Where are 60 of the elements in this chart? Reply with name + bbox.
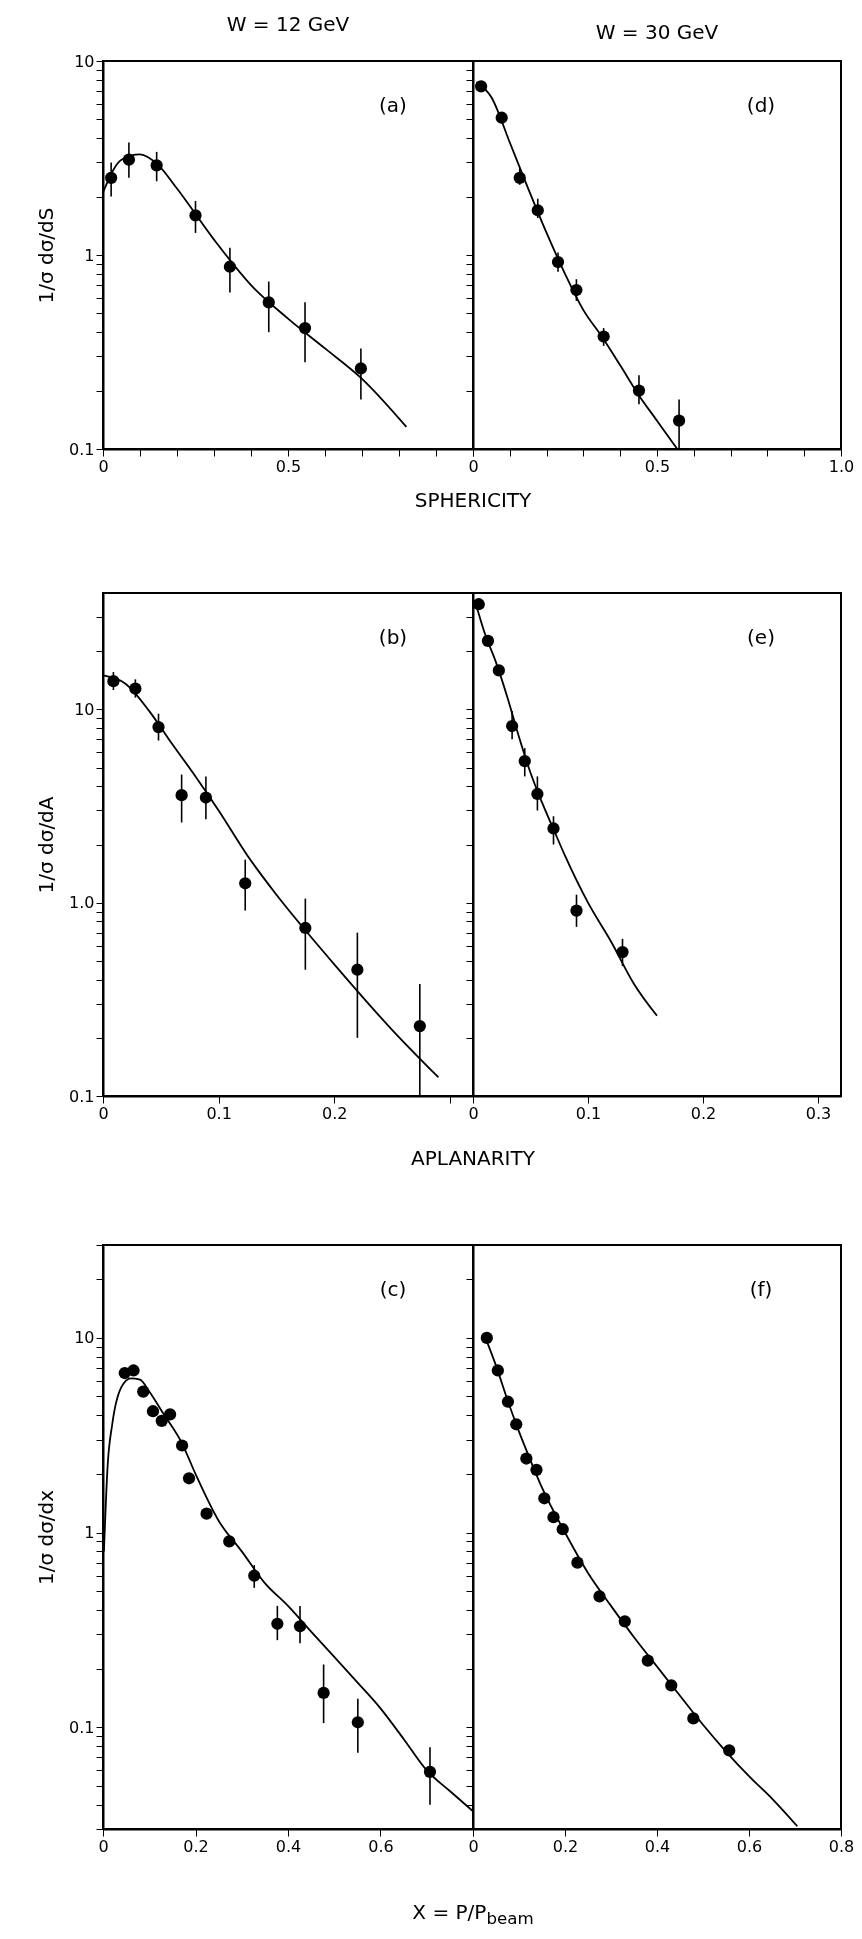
point (271, 1617, 284, 1630)
x-tick-label: 0.2 (183, 1836, 209, 1856)
chart-title: W = 12 GeV (226, 12, 350, 36)
y-tick-label: 0.1 (69, 1086, 95, 1106)
chart-title: W = 30 GeV (595, 19, 719, 44)
y-tick-label: 1 (84, 1523, 95, 1543)
x-tick-label: 0.5 (275, 456, 302, 476)
x-tick-label: 0.2 (322, 1103, 348, 1123)
x-tick-label: 0.1 (575, 1103, 602, 1123)
y-tick-label: 10 (74, 1328, 95, 1348)
x-tick-label: 0.3 (805, 1103, 832, 1123)
point (175, 789, 188, 802)
point (200, 1507, 213, 1520)
annotation: (a) (379, 93, 407, 117)
point (413, 1019, 426, 1033)
point (317, 1686, 330, 1700)
annotation: (b) (378, 625, 408, 649)
point (163, 1408, 177, 1421)
y-tick-label: 1 (84, 245, 95, 265)
point (146, 1405, 160, 1418)
x-tick-label: 0 (468, 1836, 479, 1856)
x-tick-label: 0.8 (828, 1836, 855, 1856)
x-axis-title: APLANARITY (411, 1146, 535, 1170)
x-tick-label: 0.4 (644, 1836, 671, 1856)
x-tick-label: 0.5 (644, 456, 671, 476)
x-tick-label: 0.1 (206, 1103, 232, 1123)
point (570, 904, 583, 917)
point (239, 877, 252, 890)
y-tick-label: 0.1 (69, 439, 95, 459)
y-tick-label: 10 (74, 51, 95, 71)
annotation: (f) (749, 1277, 773, 1301)
point (354, 362, 368, 375)
point (182, 1472, 196, 1485)
x-axis-title: X = P/P$_{beam}$ (412, 1900, 534, 1928)
x-tick-label: 1.0 (828, 456, 855, 476)
x-tick-label: 0.2 (552, 1836, 579, 1856)
x-tick-label: 0.4 (275, 1836, 302, 1856)
y-axis-title: 1/σ dσ/dx (34, 1489, 59, 1586)
x-axis-title: SPHERICITY (414, 488, 532, 512)
y-axis-title: 1/σ dσ/dS (34, 207, 59, 304)
point (672, 414, 686, 427)
x-tick-label: 0 (98, 1103, 109, 1123)
y-tick-label: 1.0 (69, 893, 95, 913)
x-tick-label: 0 (98, 456, 109, 476)
point (351, 963, 364, 976)
x-tick-label: 0.6 (736, 1836, 763, 1856)
y-axis-title: 1/σ dσ/dA (34, 796, 59, 894)
x-tick-label: 0.2 (690, 1103, 717, 1123)
point (127, 1364, 140, 1377)
point (155, 1414, 168, 1427)
x-tick-label: 0 (468, 1103, 479, 1123)
x-tick-label: 0 (98, 1836, 109, 1856)
annotation: (c) (379, 1277, 407, 1301)
annotation: (e) (747, 625, 775, 649)
y-tick-label: 10 (74, 699, 95, 719)
x-tick-label: 0.6 (368, 1836, 394, 1856)
annotation: (d) (746, 93, 776, 117)
y-tick-label: 0.1 (69, 1717, 95, 1737)
x-tick-label: 0 (468, 456, 479, 476)
point (351, 1716, 364, 1729)
